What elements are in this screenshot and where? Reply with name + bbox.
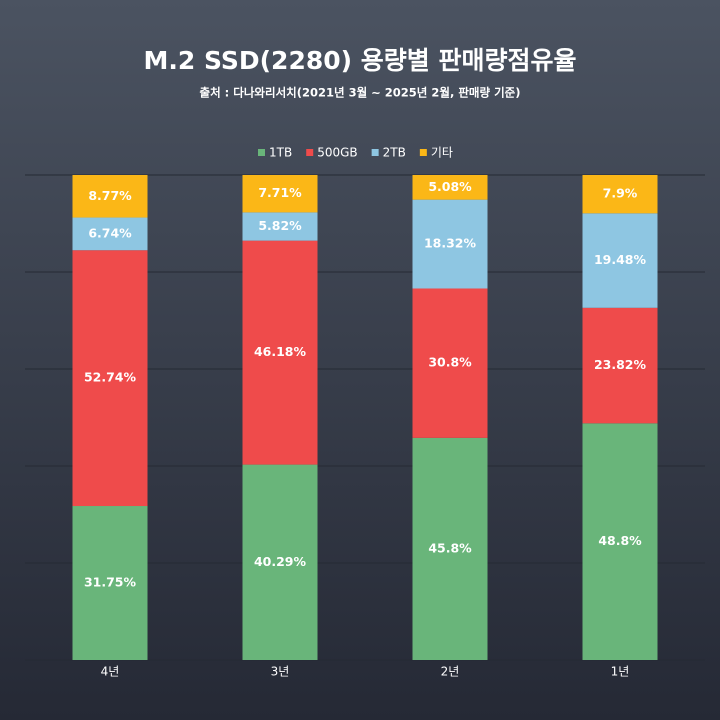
data-label: 30.8% bbox=[428, 355, 472, 370]
legend-label: 500GB bbox=[317, 146, 357, 160]
data-label: 6.74% bbox=[88, 225, 132, 240]
bar-segment bbox=[582, 175, 658, 214]
data-label: 40.29% bbox=[254, 554, 307, 569]
data-label: 5.08% bbox=[428, 179, 472, 194]
bar-segment bbox=[72, 506, 148, 660]
bar-segment bbox=[582, 307, 658, 424]
legend-label: 기타 bbox=[431, 146, 453, 160]
bar-segment bbox=[412, 288, 488, 438]
data-label: 52.74% bbox=[84, 370, 137, 385]
x-tick-label: 3년 bbox=[271, 665, 290, 679]
legend-swatch bbox=[258, 149, 265, 156]
data-label: 46.18% bbox=[254, 344, 307, 359]
x-tick-label: 2년 bbox=[441, 665, 460, 679]
data-label: 19.48% bbox=[594, 252, 647, 267]
bar-segment bbox=[582, 423, 658, 660]
bar-segment bbox=[72, 217, 148, 251]
data-label: 31.75% bbox=[84, 575, 137, 590]
bar-segment bbox=[72, 250, 148, 507]
x-tick-label: 4년 bbox=[101, 665, 120, 679]
legend-swatch bbox=[419, 149, 427, 156]
bar-segment bbox=[582, 213, 658, 308]
bar-segment bbox=[242, 464, 318, 660]
chart-subtitle: 출처 : 다나와리서치(2021년 3월 ~ 2025년 2월, 판매량 기준) bbox=[199, 86, 520, 100]
bar-segment bbox=[412, 437, 488, 660]
legend-label: 2TB bbox=[383, 146, 406, 160]
bar-segment bbox=[72, 175, 148, 218]
legend-swatch bbox=[306, 149, 314, 156]
data-label: 48.8% bbox=[598, 533, 642, 548]
bar-segment bbox=[242, 240, 318, 465]
data-label: 23.82% bbox=[594, 357, 647, 372]
data-label: 18.32% bbox=[424, 236, 477, 251]
data-label: 8.77% bbox=[88, 188, 132, 203]
legend: 1TB 500GB 2TB 기타 bbox=[258, 146, 453, 160]
bar-segment bbox=[412, 175, 488, 200]
data-label: 7.9% bbox=[603, 186, 638, 201]
bar-segment bbox=[242, 212, 318, 241]
legend-swatch bbox=[371, 149, 379, 156]
data-label: 5.82% bbox=[258, 218, 302, 233]
bar-segment bbox=[242, 175, 318, 213]
data-label: 45.8% bbox=[428, 540, 472, 555]
bar-segment bbox=[412, 199, 488, 289]
x-tick-label: 1년 bbox=[611, 665, 630, 679]
data-label: 7.71% bbox=[258, 185, 302, 200]
legend-label: 1TB bbox=[269, 146, 292, 160]
chart-title: M.2 SSD(2280) 용량별 판매량점유율 bbox=[144, 46, 577, 75]
